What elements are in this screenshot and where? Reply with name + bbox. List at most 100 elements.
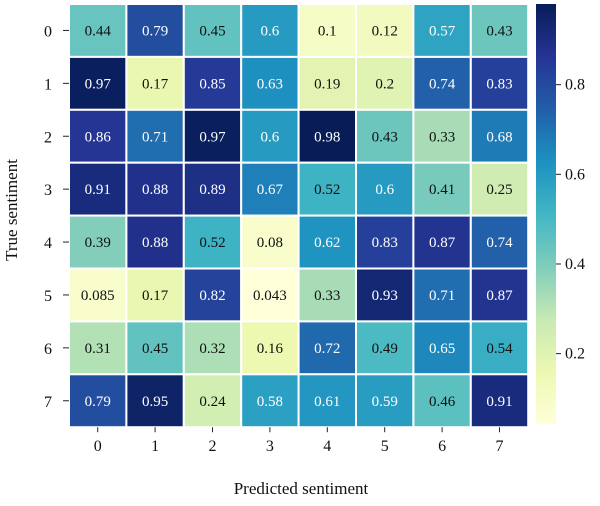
cell-value-label: 0.54 [486,341,513,357]
heatmap-cell-r3-c2 [182,161,243,217]
cell-value-label: 0.57 [429,23,456,39]
x-tick-label: 1 [151,438,159,455]
cell-value-label: 0.88 [142,235,168,251]
x-tick-label: 5 [381,438,389,455]
cell-value-label: 0.91 [486,394,512,410]
x-tick-label: 2 [209,438,217,455]
cell-value-label: 0.49 [372,341,398,357]
heatmap-cell-r3-c6 [412,161,472,217]
y-axis-ticks: 0 1 2 3 4 5 6 7 [44,23,69,411]
cell-value-label: 0.43 [486,23,512,39]
cell-value-label: 0.87 [486,288,513,304]
heatmap-cell-r5-c7 [469,267,530,323]
colorbar-tick-label: 0.6 [565,166,585,183]
y-tick-label: 0 [44,23,52,40]
heatmap-cell-r1-c1 [125,55,185,111]
cell-value-label: 0.83 [486,76,512,92]
heatmap-cell-r7-c4 [297,373,358,429]
cell-value-label: 0.33 [314,288,340,304]
heatmap-cell-r7-c2 [182,373,243,429]
cell-value-label: 0.68 [486,129,512,145]
cell-value-label: 0.86 [85,129,112,145]
cell-value-label: 0.93 [372,288,398,304]
cell-value-label: 0.63 [257,76,283,92]
x-tick-label: 6 [438,438,446,455]
x-axis-title: Predicted sentiment [234,479,369,498]
heatmap-cell-r0-c5 [355,3,415,58]
cell-value-label: 0.45 [142,341,168,357]
heatmap-cell-r2-c2 [182,108,243,164]
cell-value-label: 0.19 [314,76,340,92]
cell-value-label: 0.32 [199,341,225,357]
cell-value-label: 0.72 [314,341,340,357]
y-axis-title: True sentiment [2,159,21,261]
heatmap-cell-r2-c4 [297,108,358,164]
heatmap-cell-r6-c0 [68,320,128,376]
cell-value-label: 0.52 [199,235,225,251]
cell-value-label: 0.52 [314,182,340,198]
cell-value-label: 0.6 [261,23,280,39]
cell-value-label: 0.17 [142,288,169,304]
y-tick-label: 2 [44,129,52,146]
heatmap-cell-r2-c6 [412,108,472,164]
y-tick-label: 3 [44,182,52,199]
y-tick-label: 6 [44,341,52,358]
cell-value-label: 0.17 [142,76,169,92]
cell-value-label: 0.97 [199,129,226,145]
colorbar-ticks: 0.2 0.4 0.6 0.8 [556,77,585,363]
colorbar-tick-label: 0.4 [565,256,585,273]
cell-value-label: 0.43 [372,129,398,145]
cell-value-label: 0.6 [375,182,394,198]
cell-value-label: 0.25 [486,182,512,198]
cell-value-label: 0.16 [257,341,284,357]
heatmap-cell-r7-c7 [469,373,530,429]
heatmap-cell-r7-c5 [355,373,415,429]
y-tick-label: 5 [44,288,52,305]
cell-value-label: 0.44 [85,23,112,39]
colorbar: 0.2 0.4 0.6 0.8 [536,4,585,424]
heatmap-cell-r7-c3 [240,373,300,429]
cell-value-label: 0.39 [85,235,111,251]
cell-value-label: 0.88 [142,182,168,198]
cell-value-label: 0.61 [314,394,340,410]
cell-value-label: 0.46 [429,394,456,410]
cell-value-label: 0.79 [85,394,111,410]
cell-value-label: 0.87 [429,235,456,251]
cell-value-label: 0.08 [257,235,283,251]
heatmap-cell-r6-c7 [469,320,530,376]
cell-value-label: 0.33 [429,129,455,145]
heatmap-cell-r6-c6 [412,320,472,376]
cell-value-label: 0.2 [375,76,394,92]
heatmap-cell-r3-c4 [297,161,358,217]
cell-value-label: 0.24 [199,394,226,410]
heatmap-cell-r4-c3 [240,214,300,270]
y-tick-label: 4 [44,235,52,252]
heatmap-cell-r6-c5 [355,320,415,376]
cell-value-label: 0.97 [85,76,112,92]
cell-value-label: 0.65 [429,341,455,357]
cell-value-label: 0.58 [257,394,283,410]
heatmap-cell-r5-c5 [355,267,415,323]
cell-value-label: 0.043 [253,288,287,304]
x-tick-label: 0 [94,438,102,455]
cell-value-label: 0.91 [85,182,111,198]
heatmap-cell-r0-c7 [469,3,530,58]
cell-value-label: 0.6 [261,129,280,145]
cell-value-label: 0.74 [486,235,513,251]
heatmap-cell-r6-c4 [297,320,358,376]
y-tick-label: 7 [44,394,52,411]
cell-value-label: 0.12 [372,23,398,39]
cell-value-label: 0.89 [199,182,225,198]
colorbar-gradient [536,4,556,424]
heatmap-cell-r5-c4 [297,267,358,323]
heatmap-cell-r2-c5 [355,108,415,164]
heatmap-cell-r6-c2 [182,320,243,376]
heatmap-cell-r1-c3 [240,55,300,111]
colorbar-tick-label: 0.2 [565,346,585,363]
heatmap-cell-r1-c7 [469,55,530,111]
cell-value-label: 0.74 [429,76,456,92]
y-tick-label: 1 [44,76,52,93]
heatmap-cell-r6-c1 [125,320,185,376]
